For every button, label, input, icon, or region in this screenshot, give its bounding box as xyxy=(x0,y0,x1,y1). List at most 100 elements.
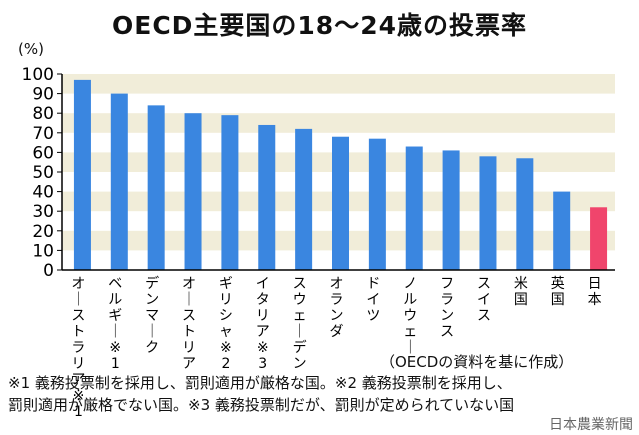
x-tick-label-char: ラ xyxy=(71,340,85,356)
y-tick-label: 60 xyxy=(32,143,54,163)
x-tick-label-char: デ xyxy=(145,275,159,292)
bars xyxy=(73,79,608,271)
x-tick-label-char: ラ xyxy=(330,292,344,308)
x-tick-label-char: オ xyxy=(71,276,85,292)
x-tick-label-char: イ xyxy=(366,292,380,308)
x-tick-label-char: 1 xyxy=(74,404,83,420)
x-tick-label-char: ト xyxy=(71,324,85,340)
x-tick-label-char: 2 xyxy=(221,356,230,372)
x-tick-label-char: ｜ xyxy=(145,324,159,340)
x-tick-label-char: ※ xyxy=(73,388,85,404)
x-tick-label-char: ア xyxy=(182,356,196,372)
y-tick-label: 0 xyxy=(43,261,54,281)
x-tick-label-char: ク xyxy=(145,340,159,356)
x-tick-label-char: デ xyxy=(293,339,307,356)
bar xyxy=(73,79,91,270)
x-tick-label-char: ※ xyxy=(257,340,269,356)
x-tick-label-char: 米 xyxy=(514,276,528,292)
y-tick-label: 100 xyxy=(22,65,54,85)
x-tick-label-char: ｜ xyxy=(108,324,122,340)
x-tick-label-char: 3 xyxy=(258,356,267,372)
x-tick-label-char: ン xyxy=(293,356,307,372)
x-tick-label-char: タ xyxy=(256,292,270,308)
bar xyxy=(553,191,571,270)
x-tick-label-char: ※ xyxy=(109,340,121,356)
x-tick-label-char: ア xyxy=(71,372,85,388)
x-tick-label-char: リ xyxy=(182,340,196,356)
x-tick-label-char: リ xyxy=(71,356,85,372)
bar xyxy=(479,156,497,270)
bar xyxy=(516,158,534,270)
x-tick-label-char: イ xyxy=(477,292,491,308)
x-tick-label-char: ※ xyxy=(220,340,232,356)
footnote-line-1: ※1 義務投票制を採用し、罰則適用が厳格な国。※2 義務投票制を採用し、 xyxy=(8,374,512,392)
x-tick-label-char: ャ xyxy=(219,324,233,340)
x-tick-label-char: フ xyxy=(440,276,454,292)
x-axis-labels: オ｜ストラリア※1ベルギ｜※1デンマ｜クオ｜ストリアギリシャ※2イタリア※3スウ… xyxy=(71,275,601,420)
bar xyxy=(590,207,608,270)
x-tick-label-char: ト xyxy=(182,324,196,340)
x-tick-label-char: ス xyxy=(71,308,85,324)
x-tick-label-char: ｜ xyxy=(182,292,196,308)
grid-band xyxy=(62,74,615,94)
x-tick-label-char: ェ xyxy=(293,308,307,324)
x-tick-label-char: ギ xyxy=(219,276,233,292)
bar xyxy=(184,113,202,270)
chart-title: OECD主要国の18～24歳の投票率 xyxy=(111,11,527,40)
x-tick-label-char: ン xyxy=(440,308,454,324)
y-axis-unit: (%) xyxy=(18,40,44,58)
y-tick-label: 50 xyxy=(32,163,54,183)
x-tick-label-char: 国 xyxy=(514,292,528,308)
x-tick-label-char: ｜ xyxy=(403,340,417,356)
y-tick-label: 30 xyxy=(32,202,54,222)
bar xyxy=(332,136,349,270)
x-tick-label-char: ベ xyxy=(108,276,122,292)
x-tick-label-char: ル xyxy=(403,292,417,308)
y-tick-label: 10 xyxy=(32,241,54,261)
x-tick-label-char: ダ xyxy=(330,324,344,340)
footnote-line-2: 罰則適用が厳格でない国。※3 義務投票制だが、罰則が定められていない国 xyxy=(8,396,515,414)
x-tick-label-char: ギ xyxy=(108,308,122,324)
x-tick-label-char: 英 xyxy=(551,275,565,292)
x-tick-label-char: 日 xyxy=(588,276,602,292)
x-tick-label-char: ノ xyxy=(403,276,417,292)
x-tick-label-char: オ xyxy=(330,276,344,292)
x-tick-label-char: ス xyxy=(182,308,196,324)
bar xyxy=(110,93,128,270)
x-tick-label-char: ル xyxy=(108,292,122,308)
y-tick-label: 20 xyxy=(32,222,54,242)
x-tick-label-char: 国 xyxy=(551,292,565,308)
bar xyxy=(405,146,423,270)
x-tick-label-char: ラ xyxy=(440,292,454,308)
credit-watermark: 日本農業新聞 xyxy=(549,417,633,433)
bar xyxy=(368,138,386,270)
footnotes: ※1 義務投票制を採用し、罰則適用が厳格な国。※2 義務投票制を採用し、 罰則適… xyxy=(8,372,638,416)
x-tick-label-char: ｜ xyxy=(293,324,307,340)
x-tick-label-char: ｜ xyxy=(71,292,85,308)
x-tick-label-char: ア xyxy=(256,324,270,340)
source-note: （OECDの資料を基に作成） xyxy=(380,353,574,371)
x-tick-label-char: シ xyxy=(219,308,233,324)
x-tick-label-char: ン xyxy=(330,308,344,324)
y-tick-label: 40 xyxy=(32,183,54,203)
y-tick-label: 90 xyxy=(32,85,54,105)
bar xyxy=(258,124,276,271)
x-tick-label-char: ス xyxy=(477,276,491,292)
x-tick-label-char: 本 xyxy=(588,292,602,308)
x-tick-label-char: ン xyxy=(145,292,159,308)
x-tick-label-char: ス xyxy=(477,308,491,324)
x-tick-label-char: ウ xyxy=(293,292,307,308)
y-tick-label: 70 xyxy=(32,124,54,144)
x-tick-label-char: ド xyxy=(366,276,380,292)
x-tick-label-char: マ xyxy=(145,308,159,324)
x-tick-label-char: ウ xyxy=(403,308,417,324)
y-tick-label: 80 xyxy=(32,104,54,124)
x-tick-label-char: イ xyxy=(256,276,270,292)
x-tick-label-char: オ xyxy=(182,276,196,292)
grid-band xyxy=(62,113,615,133)
x-tick-label-char: リ xyxy=(219,292,233,308)
x-tick-label-char: リ xyxy=(256,308,270,324)
x-tick-label-char: 1 xyxy=(111,356,120,372)
